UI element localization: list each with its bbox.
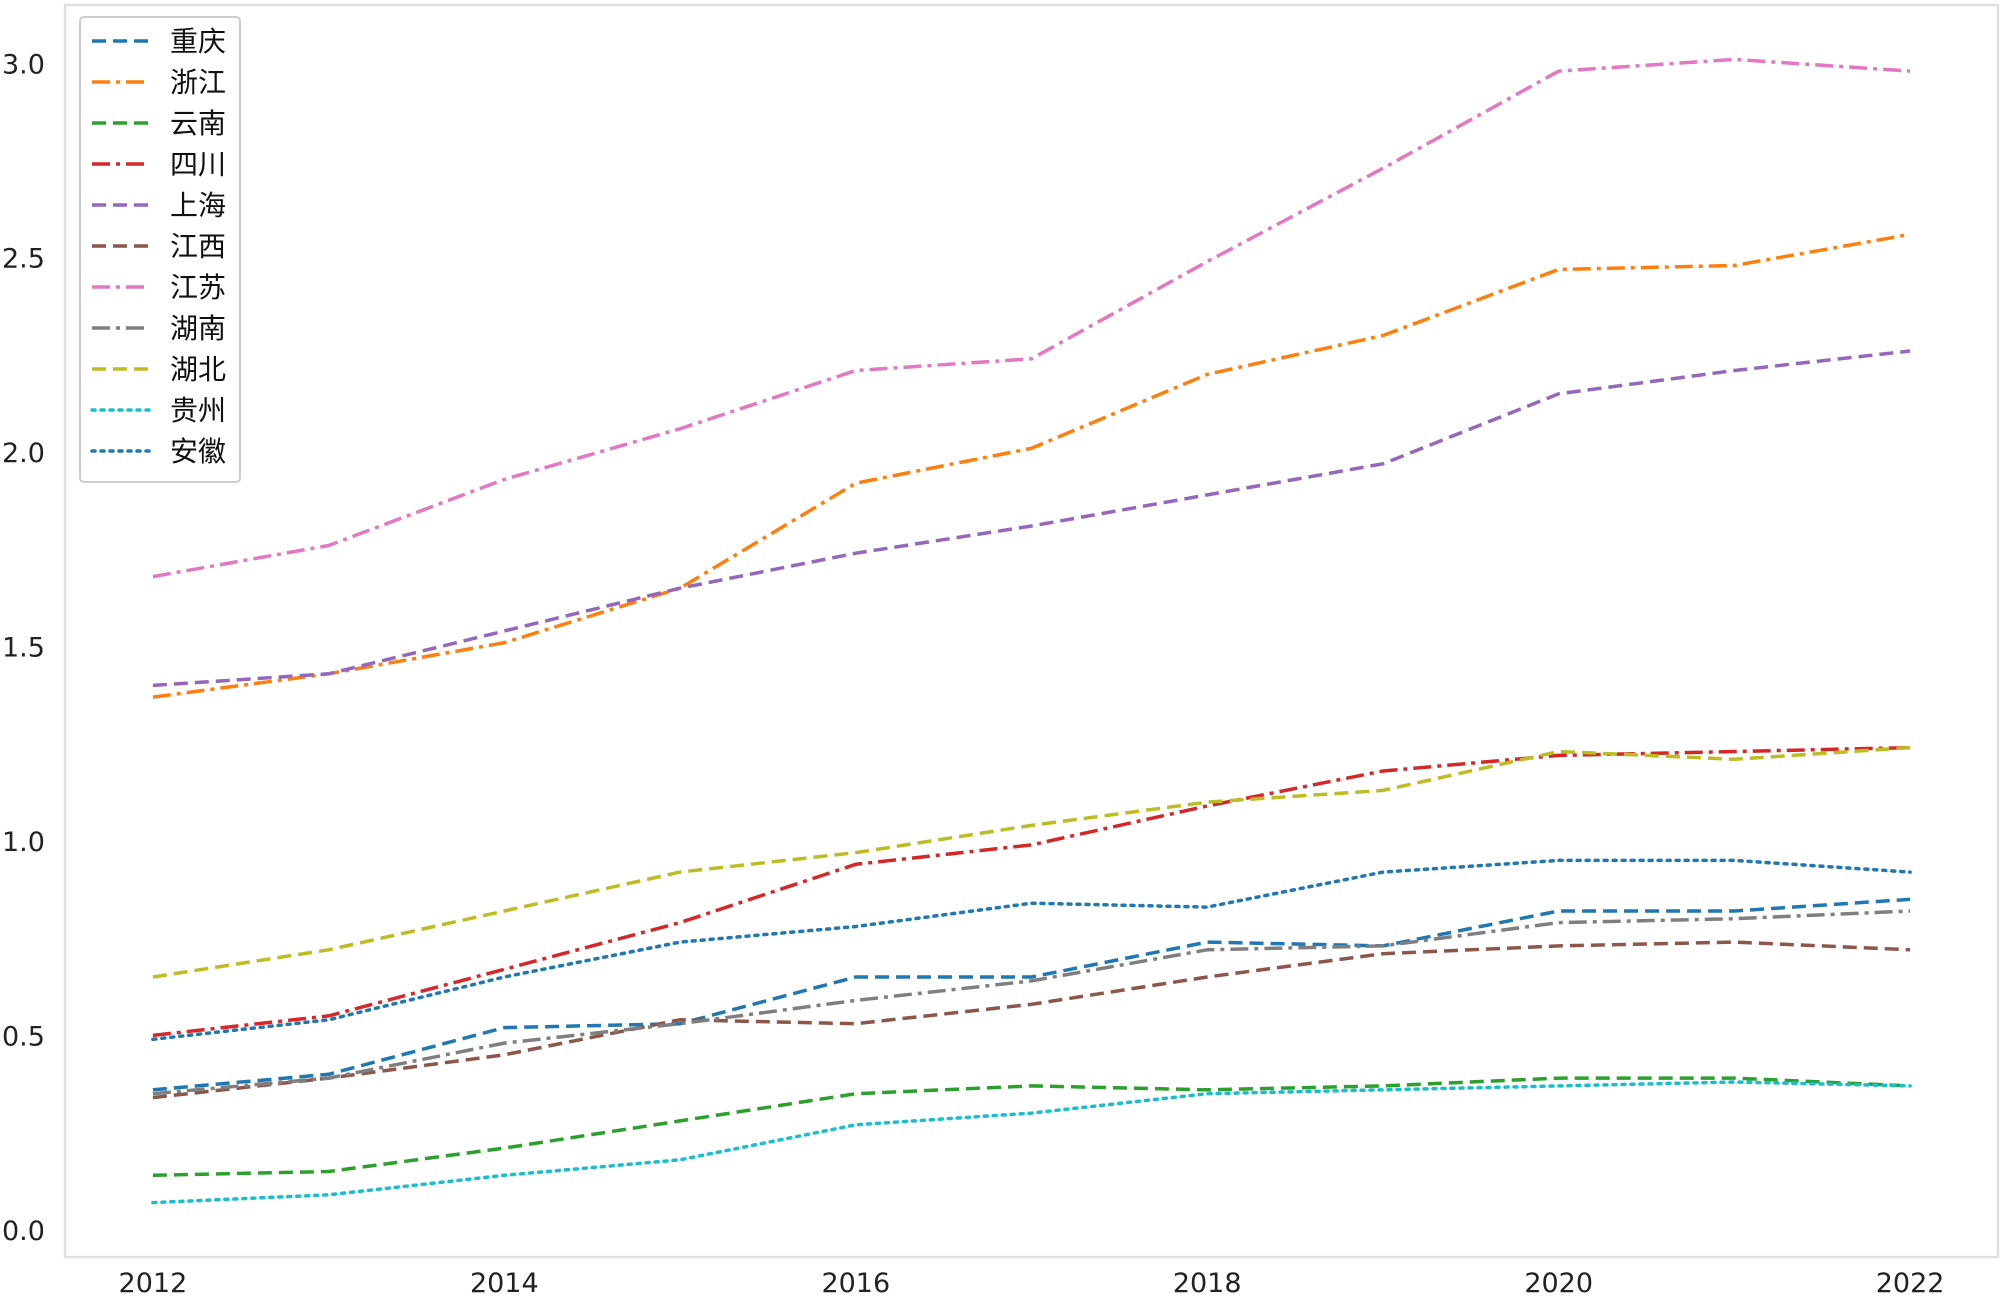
x-tick-label: 2012 (119, 1268, 188, 1299)
series-line (152, 909, 1911, 1096)
legend-frame (79, 16, 241, 483)
legend-item: 云南 (92, 107, 226, 140)
series-line (152, 745, 1911, 1038)
legend-item: 江西 (92, 230, 226, 263)
series-7 (152, 909, 1911, 1096)
y-tick-label: 2.0 (2, 438, 45, 469)
legend-label: 云南 (170, 107, 226, 140)
legend-item: 湖南 (92, 312, 226, 345)
legend-label: 上海 (170, 189, 226, 222)
x-axis-tick-labels: 2012 2014 2016 2018 2020 2022 (119, 1268, 1945, 1299)
series-6 (152, 57, 1911, 579)
series-line (152, 349, 1911, 688)
series-line (152, 1076, 1911, 1178)
legend-item: 安徽 (90, 435, 226, 468)
legend-label: 四川 (170, 148, 226, 181)
series-line (152, 232, 1911, 699)
legend-item: 上海 (92, 189, 226, 222)
series-line (152, 940, 1911, 1100)
y-axis-tick-labels: 0.0 0.5 1.0 1.5 2.0 2.5 3.0 (2, 49, 45, 1247)
legend-label: 重庆 (170, 25, 226, 58)
series-10 (151, 858, 1912, 1042)
legend-item: 四川 (92, 148, 226, 181)
legend-item: 浙江 (92, 66, 226, 99)
x-tick-label: 2018 (1173, 1268, 1242, 1299)
series-line (152, 57, 1911, 579)
y-tick-label: 0.5 (2, 1021, 45, 1052)
legend-label: 湖南 (170, 312, 226, 345)
series-5 (152, 940, 1911, 1100)
legend-label: 浙江 (170, 66, 226, 99)
legend-label: 湖北 (170, 353, 226, 386)
plot-frame (63, 3, 2000, 1259)
x-tick-label: 2022 (1876, 1268, 1945, 1299)
y-tick-label: 3.0 (2, 49, 45, 80)
legend-item: 贵州 (90, 394, 226, 427)
series-layer (151, 57, 1912, 1205)
series-line (152, 745, 1911, 979)
series-line (152, 897, 1911, 1092)
series-8 (152, 745, 1911, 979)
x-tick-label: 2020 (1524, 1268, 1593, 1299)
y-tick-label: 1.5 (2, 633, 45, 664)
series-4 (152, 349, 1911, 688)
series-line (151, 858, 1912, 1042)
x-tick-label: 2016 (821, 1268, 890, 1299)
legend-item: 湖北 (92, 353, 226, 386)
x-tick-label: 2014 (470, 1268, 539, 1299)
series-2 (152, 1076, 1911, 1178)
series-9 (151, 1080, 1912, 1205)
legend-label: 江西 (170, 230, 226, 263)
y-tick-label: 2.5 (2, 244, 45, 275)
series-3 (152, 745, 1911, 1038)
y-tick-label: 0.0 (2, 1216, 45, 1247)
series-0 (152, 897, 1911, 1092)
legend-label: 江苏 (170, 271, 226, 304)
legend-label: 贵州 (170, 394, 226, 427)
legend-item: 重庆 (92, 25, 226, 58)
legend-item: 江苏 (92, 271, 226, 304)
legend-label: 安徽 (170, 435, 226, 468)
series-1 (152, 232, 1911, 699)
series-line (151, 1080, 1912, 1205)
y-tick-label: 1.0 (2, 827, 45, 858)
